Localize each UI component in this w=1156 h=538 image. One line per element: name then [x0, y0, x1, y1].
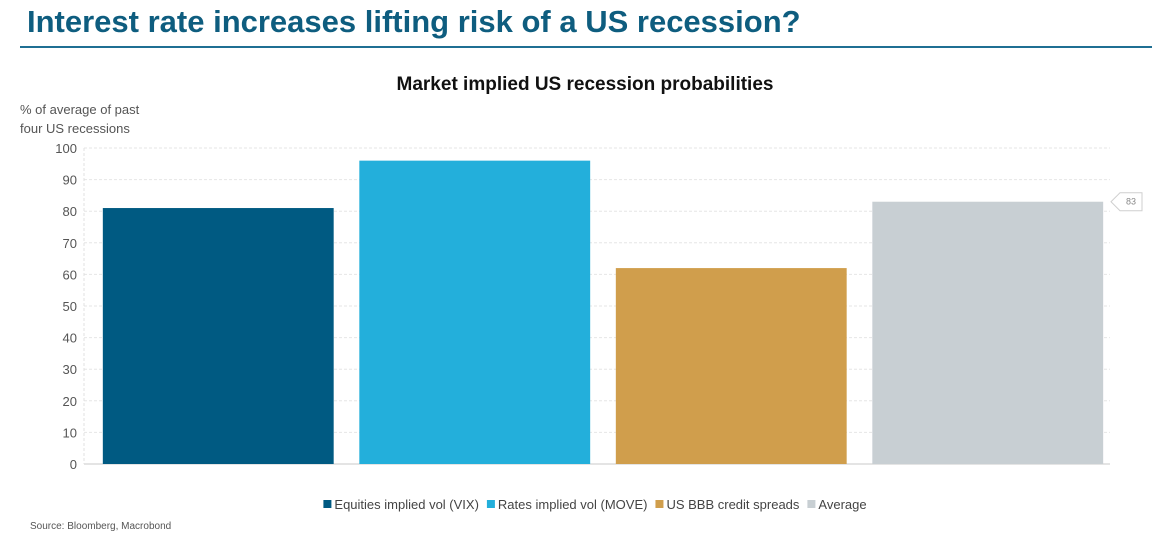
average-callout: 83	[1110, 192, 1143, 212]
y-tick-label: 0	[70, 457, 77, 472]
title-divider	[20, 46, 1152, 48]
y-tick-label: 20	[63, 394, 77, 409]
y-tick-label: 40	[63, 331, 77, 346]
y-axis-label-line-1: % of average of past	[20, 102, 140, 117]
callout-tag	[1110, 192, 1143, 212]
y-tick-labels: 0 10 20 30 40 50 60 70 80 90 100	[55, 141, 77, 472]
callout-value: 83	[1126, 197, 1136, 207]
bar-1	[102, 208, 334, 464]
y-tick-label: 10	[63, 425, 77, 440]
y-tick-label: 60	[63, 267, 77, 282]
y-tick-label: 50	[63, 299, 77, 314]
y-tick-label: 100	[55, 141, 77, 156]
legend-label: Average	[818, 497, 866, 512]
bars	[102, 160, 1104, 464]
chart-title: Market implied US recession probabilitie…	[396, 74, 774, 95]
bar-4	[872, 201, 1104, 464]
y-axis-label: % of average of past four US recessions	[20, 100, 220, 138]
slide-title: Interest rate increases lifting risk of …	[27, 4, 801, 39]
y-axis-label-line-2: four US recessions	[20, 121, 130, 136]
y-tick-label: 30	[63, 362, 77, 377]
y-tick-label: 70	[63, 236, 77, 251]
legend-swatch	[323, 500, 332, 508]
y-tick-label: 90	[63, 173, 77, 188]
legend-swatch	[486, 500, 495, 508]
legend: Equities implied vol (VIX) Rates implied …	[323, 497, 867, 512]
bar-3	[615, 268, 847, 464]
legend-label: Equities implied vol (VIX)	[334, 497, 479, 512]
source-note: Source: Bloomberg, Macrobond	[30, 521, 172, 532]
legend-swatch	[807, 500, 816, 508]
bar-2	[359, 160, 591, 464]
legend-label: Rates implied vol (MOVE)	[498, 497, 648, 512]
y-tick-label: 80	[63, 204, 77, 219]
legend-label: US BBB credit spreads	[666, 497, 799, 512]
legend-swatch	[655, 500, 664, 508]
